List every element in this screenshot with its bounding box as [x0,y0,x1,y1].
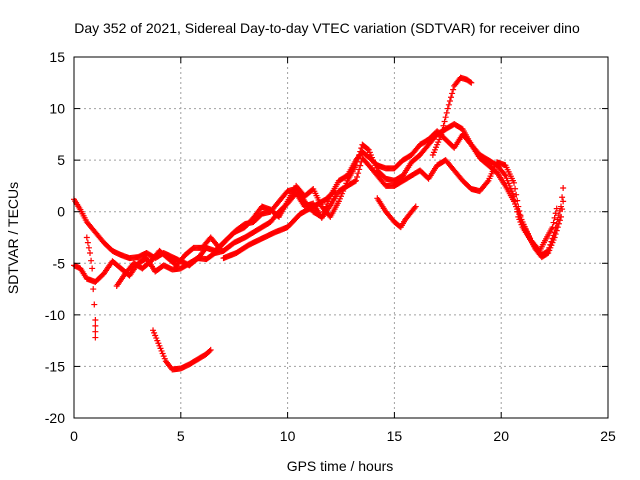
data-point [206,347,213,354]
data-point [501,171,508,178]
data-point [551,234,558,241]
series-layer [71,74,567,373]
y-axis-label: SDTVAR / TECUs [5,182,21,294]
data-point [443,109,450,116]
data-point [544,250,551,257]
plot-frame [73,56,609,419]
series-track-7 [374,195,419,231]
data-point [442,114,449,121]
data-point [364,145,371,152]
data-point [90,286,97,293]
data-point [87,249,94,256]
x-tick-label: 25 [600,428,616,444]
data-point [560,184,567,191]
data-point [513,191,520,198]
data-point [356,166,363,173]
data-point [207,346,214,353]
data-point [355,170,362,177]
y-tick-label: 10 [49,101,65,117]
data-point [83,234,90,241]
series-track-1 [71,121,567,269]
data-point [514,197,521,204]
data-point [553,205,560,212]
data-point [441,118,448,125]
data-point [85,244,92,251]
data-point [554,224,561,231]
data-point [352,177,359,184]
x-tick-label: 15 [387,428,403,444]
chart-title: Day 352 of 2021, Sidereal Day-to-day VTE… [74,20,580,36]
data-point [484,179,491,186]
y-tick-label: 15 [49,49,65,65]
data-point [354,173,361,180]
data-point [444,105,451,112]
data-point [91,301,98,308]
data-point [446,98,453,105]
data-point [552,231,559,238]
y-tick-label: -10 [45,307,65,323]
x-tick-label: 5 [177,428,185,444]
data-point [438,131,445,138]
series-track-5 [83,234,99,341]
data-point [550,219,557,226]
x-tick-label: 0 [70,428,78,444]
data-point [450,86,457,93]
data-point [468,79,475,86]
data-point [445,101,452,108]
data-point [440,122,447,129]
data-point [558,213,565,220]
data-point [92,317,99,324]
data-point [330,189,337,196]
data-point [92,334,99,341]
data-point [411,204,418,211]
data-point [556,217,563,224]
data-point [439,127,446,134]
data-point [555,220,562,227]
data-point [449,90,456,97]
y-tick-label: -20 [45,410,65,426]
data-point [560,198,567,205]
data-point [467,79,474,86]
series-track-6 [429,74,475,158]
data-point [357,162,364,169]
y-tick-label: -5 [53,255,66,271]
data-point [88,257,95,264]
data-point [351,178,358,185]
data-point [552,210,559,217]
x-tick-label: 20 [493,428,509,444]
data-point [511,179,518,186]
axis-ticks: 0 5 10 15 20 25 -20 -15 -10 -5 0 5 10 15 [45,49,616,444]
data-point [84,239,91,246]
series-track-4 [220,188,338,262]
data-point [92,328,99,335]
series-track-3 [113,128,560,289]
y-tick-label: 0 [57,204,65,220]
data-point [551,214,558,221]
y-tick-label: -15 [45,358,65,374]
data-point [412,203,419,210]
series-track-8 [150,327,214,373]
data-point [448,94,455,101]
x-axis-label: GPS time / hours [287,458,394,474]
data-point [89,265,96,272]
data-point [553,227,560,234]
data-point [331,188,338,195]
data-point [92,322,99,329]
data-point [512,185,519,192]
x-tick-label: 10 [280,428,296,444]
data-point [559,194,566,201]
data-point [559,206,566,213]
y-tick-label: 5 [57,152,65,168]
data-point [549,224,556,231]
